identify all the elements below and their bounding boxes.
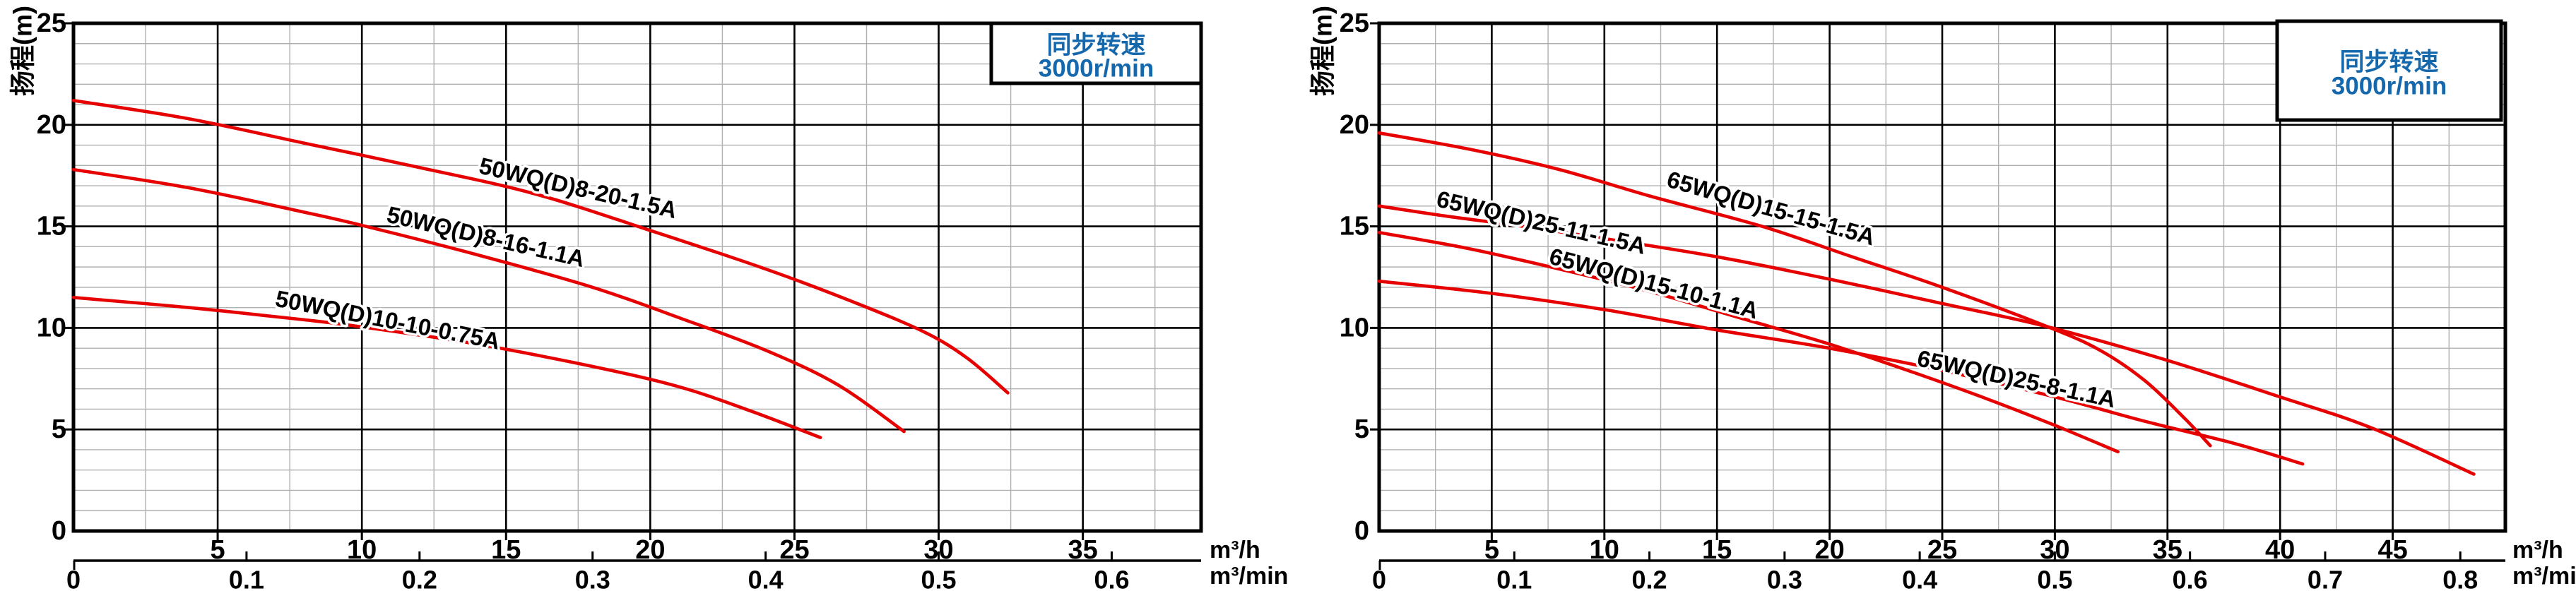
secondary-tick-label: 0.1: [1496, 566, 1532, 591]
y-tick-label: 15: [37, 212, 66, 241]
legend-speed-label: 同步转速: [2339, 49, 2438, 76]
secondary-tick-label: 0.5: [921, 566, 957, 591]
y-tick-label: 25: [1340, 8, 1369, 38]
legend-speed-value: 3000r/min: [1039, 55, 1154, 83]
secondary-tick-label: 0.5: [2037, 566, 2072, 591]
pump-curve-50WQ(D)8-16-1.1A: [71, 167, 906, 434]
y-axis-title: 扬程(m): [8, 6, 37, 96]
secondary-axis-unit: m³/min: [2512, 563, 2576, 590]
secondary-tick-label: 0.2: [1632, 566, 1667, 591]
x-axis-unit: m³/h: [2512, 537, 2563, 563]
y-axis-title: 扬程(m): [1308, 6, 1337, 96]
pump-curve-50WQ(D)10-10-0.75A: [71, 296, 822, 439]
x-axis-unit: m³/h: [1210, 537, 1260, 563]
y-tick-label: 25: [37, 8, 66, 38]
pump-curve-50WQ(D)8-20-1.5A: [71, 99, 1010, 395]
secondary-tick-label: 0.2: [402, 566, 437, 591]
secondary-tick-label: 0.1: [229, 566, 264, 591]
legend-box: [989, 21, 1203, 85]
curve-label: 50WQ(D)8-16-1.1A: [384, 201, 587, 272]
y-tick-label: 20: [1340, 110, 1369, 140]
pump-curve-65WQ(D)25-8-1.1A: [1377, 280, 2305, 466]
secondary-axis-unit: m³/min: [1210, 563, 1288, 590]
secondary-tick-label: 0.4: [1902, 566, 1937, 591]
y-tick-label: 5: [52, 414, 66, 444]
legend-box: [2275, 19, 2503, 122]
secondary-tick-label: 0.6: [1094, 566, 1129, 591]
secondary-tick-label: 0: [1372, 566, 1386, 591]
x-tick-label: 5: [1484, 535, 1499, 565]
legend-speed-value: 3000r/min: [2332, 73, 2447, 100]
y-tick-label: 5: [1354, 414, 1369, 444]
curve-label: 65WQ(D)15-10-1.1A: [1547, 243, 1761, 324]
y-tick-label: 0: [52, 516, 66, 546]
legend-speed-label: 同步转速: [1046, 32, 1145, 59]
y-tick-label: 10: [1340, 313, 1369, 342]
y-tick-label: 0: [1354, 516, 1369, 546]
pump-curve-65WQ(D)15-15-1.5A: [1377, 131, 2212, 448]
secondary-tick-label: 0: [66, 566, 81, 591]
y-tick-label: 15: [1340, 212, 1369, 241]
pump-curve-65WQ(D)15-10-1.1A: [1377, 230, 2120, 454]
secondary-tick-label: 0.4: [748, 566, 784, 591]
x-tick-label: 5: [211, 535, 225, 565]
secondary-tick-label: 0.3: [1767, 566, 1802, 591]
y-tick-label: 10: [37, 313, 66, 342]
secondary-tick-label: 0.3: [575, 566, 610, 591]
curve-label: 65WQ(D)25-8-1.1A: [1915, 345, 2118, 412]
pump-curve-65WQ(D)25-11-1.5A: [1377, 204, 2476, 476]
secondary-tick-label: 0.6: [2173, 566, 2208, 591]
plot-border: [71, 21, 1203, 533]
secondary-tick-label: 0.8: [2442, 566, 2478, 591]
y-tick-label: 20: [37, 110, 66, 140]
secondary-tick-label: 0.7: [2308, 566, 2343, 591]
